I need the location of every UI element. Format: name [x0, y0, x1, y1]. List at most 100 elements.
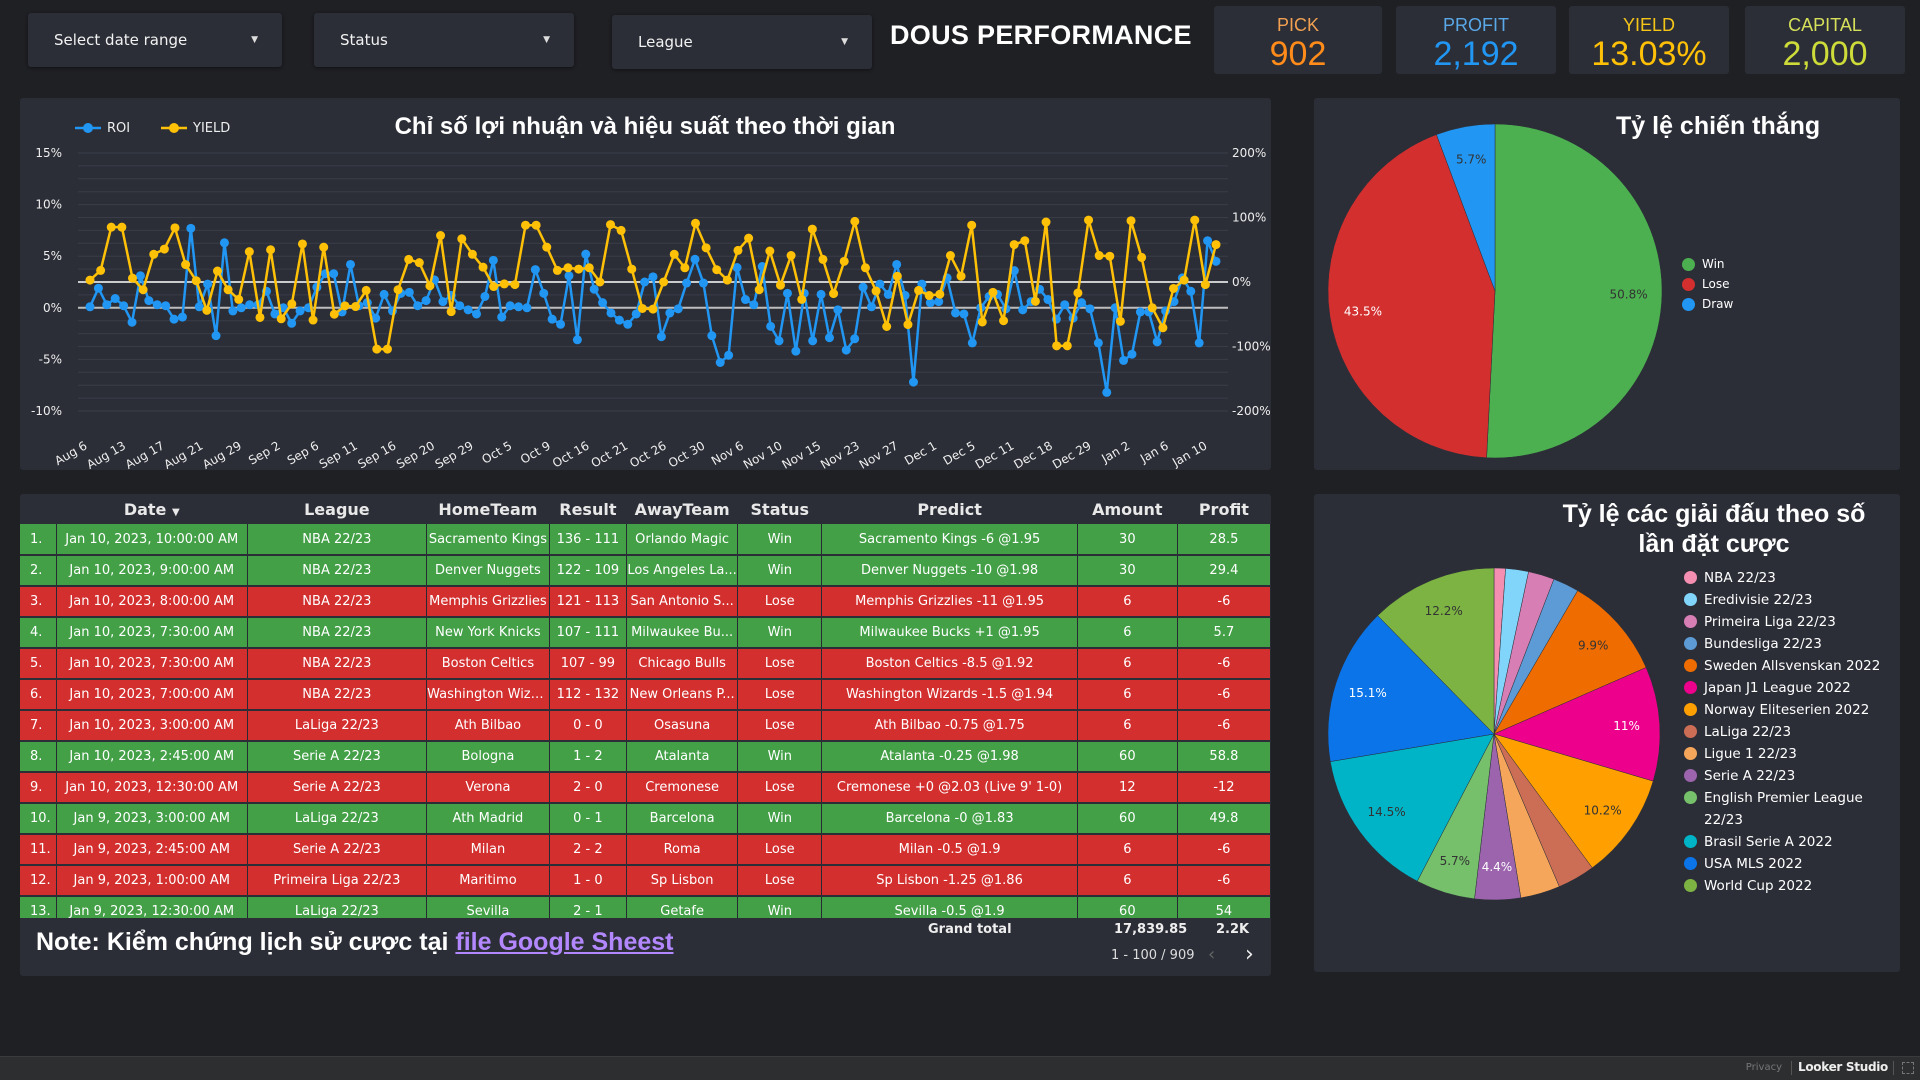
privacy-link[interactable]: Privacy: [1745, 1062, 1782, 1073]
cell-profit: -6: [1177, 648, 1271, 680]
roi-point: [186, 223, 196, 233]
dashboard-title: DOUS PERFORMANCE: [890, 20, 1192, 50]
legend-item[interactable]: Bundesliga 22/23: [1684, 633, 1894, 655]
col-header-predict[interactable]: Predict: [821, 494, 1078, 524]
legend-item[interactable]: Win: [1682, 254, 1733, 274]
yield-point: [287, 299, 297, 309]
roi-point: [1102, 387, 1112, 397]
table-row[interactable]: 2. Jan 10, 2023, 9:00:00 AM NBA 22/23 Denve…: [20, 555, 1271, 587]
yield-point: [117, 222, 127, 232]
roi-point: [934, 297, 944, 307]
legend-item[interactable]: Eredivisie 22/23: [1684, 589, 1894, 611]
left-axis-tick: 15%: [35, 146, 62, 160]
league-filter[interactable]: League ▼: [612, 15, 872, 69]
col-header-status[interactable]: Status: [737, 494, 822, 524]
table-scroll-area[interactable]: Date ▼ League HomeTeam Result AwayTeam S…: [20, 494, 1271, 918]
x-axis-tick: Aug 29: [200, 438, 244, 470]
next-page-button[interactable]: ›: [1245, 942, 1254, 967]
yield-point: [1200, 280, 1210, 290]
roi-point: [892, 259, 902, 269]
yield-point: [829, 289, 839, 299]
table-row[interactable]: 7. Jan 10, 2023, 3:00:00 AM LaLiga 22/23 At…: [20, 710, 1271, 742]
cell-profit: 49.8: [1177, 803, 1271, 835]
cell-predict: Milwaukee Bucks +1 @1.95: [821, 617, 1078, 649]
table-row[interactable]: 5. Jan 10, 2023, 7:30:00 AM NBA 22/23 Bosto…: [20, 648, 1271, 680]
legend-item[interactable]: Serie A 22/23: [1684, 765, 1894, 787]
col-header-league[interactable]: League: [247, 494, 427, 524]
table-row[interactable]: 6. Jan 10, 2023, 7:00:00 AM NBA 22/23 Washi…: [20, 679, 1271, 711]
legend-item[interactable]: USA MLS 2022: [1684, 853, 1894, 875]
pie-slice-label: 9.9%: [1578, 639, 1609, 653]
roi-point: [1194, 338, 1204, 348]
col-header-result[interactable]: Result: [549, 494, 627, 524]
x-axis-tick: Jan 10: [1169, 438, 1209, 469]
table-row[interactable]: 4. Jan 10, 2023, 7:30:00 AM NBA 22/23 New Y…: [20, 617, 1271, 649]
roi-point: [329, 269, 339, 279]
roi-point: [488, 255, 498, 265]
yield-point: [860, 263, 870, 273]
yield-point: [1147, 303, 1157, 313]
cell-away: Cremonese: [626, 772, 739, 804]
table-row[interactable]: 8. Jan 10, 2023, 2:45:00 AM Serie A 22/23 B…: [20, 741, 1271, 773]
cell-date: Jan 10, 2023, 12:30:00 AM: [56, 772, 248, 804]
yield-point: [202, 305, 212, 315]
google-sheet-link[interactable]: file Google Sheest: [455, 928, 674, 956]
cell-away: Barcelona: [626, 803, 739, 835]
table-row[interactable]: 9. Jan 10, 2023, 12:30:00 AM Serie A 22/23…: [20, 772, 1271, 804]
col-header-date[interactable]: Date ▼: [56, 494, 248, 524]
yield-point: [882, 322, 892, 332]
cell-date: Jan 9, 2023, 1:00:00 AM: [56, 865, 248, 897]
cell-predict: Cremonese +0 @2.03 (Live 9' 1-0): [821, 772, 1078, 804]
legend-item[interactable]: World Cup 2022: [1684, 875, 1894, 897]
table-row[interactable]: 13. Jan 9, 2023, 12:30:00 AM LaLiga 22/23 S…: [20, 896, 1271, 918]
yield-point: [170, 223, 180, 233]
legend-color-dot: [1684, 857, 1697, 870]
roi-point: [774, 336, 784, 346]
table-row[interactable]: 10. Jan 9, 2023, 3:00:00 AM LaLiga 22/23 At…: [20, 803, 1271, 835]
legend-item[interactable]: LaLiga 22/23: [1684, 721, 1894, 743]
cell-amount: 60: [1077, 803, 1178, 835]
legend-item[interactable]: Sweden Allsvenskan 2022: [1684, 655, 1894, 677]
x-axis-tick: Aug 21: [162, 438, 206, 470]
legend-item[interactable]: Ligue 1 22/23: [1684, 743, 1894, 765]
table-row[interactable]: 11. Jan 9, 2023, 2:45:00 AM Serie A 22/23 M…: [20, 834, 1271, 866]
yield-point: [106, 222, 116, 232]
legend-item[interactable]: NBA 22/23: [1684, 567, 1894, 589]
roi-point: [816, 289, 826, 299]
legend-item[interactable]: Draw: [1682, 294, 1733, 314]
roi-point: [908, 377, 918, 387]
date-range-filter[interactable]: Select date range ▼: [28, 13, 282, 67]
col-header-profit[interactable]: Profit: [1177, 494, 1271, 524]
legend-item[interactable]: Norway Eliteserien 2022: [1684, 699, 1894, 721]
yield-point: [223, 285, 233, 295]
fullscreen-icon[interactable]: [1902, 1062, 1914, 1074]
cell-idx: 10.: [20, 803, 57, 835]
legend-item[interactable]: Brasil Serie A 2022: [1684, 831, 1894, 853]
x-axis-tick: Sep 11: [317, 438, 360, 470]
table-row[interactable]: 1. Jan 10, 2023, 10:00:00 AM NBA 22/23 Sacr…: [20, 524, 1271, 556]
roi-point: [858, 282, 868, 292]
legend-item[interactable]: English Premier League 22/23: [1684, 787, 1894, 831]
col-header-awayteam[interactable]: AwayTeam: [626, 494, 738, 524]
roi-point: [631, 309, 641, 319]
col-header-amount[interactable]: Amount: [1077, 494, 1178, 524]
x-axis-tick: Aug 6: [52, 438, 89, 468]
table-row[interactable]: 12. Jan 9, 2023, 1:00:00 AM Primeira Liga …: [20, 865, 1271, 897]
legend-color-dot: [1682, 258, 1695, 271]
yield-point: [807, 224, 817, 234]
cell-amount: 6: [1077, 710, 1178, 742]
legend-item[interactable]: Lose: [1682, 274, 1733, 294]
col-header-hometeam[interactable]: HomeTeam: [426, 494, 550, 524]
prev-page-button[interactable]: ‹: [1208, 944, 1216, 965]
table-row[interactable]: 3. Jan 10, 2023, 8:00:00 AM NBA 22/23 Memph…: [20, 586, 1271, 618]
legend-color-dot: [1684, 615, 1697, 628]
status-filter[interactable]: Status ▼: [314, 13, 574, 67]
yield-point: [1041, 217, 1051, 227]
legend-item[interactable]: Primeira Liga 22/23: [1684, 611, 1894, 633]
roi-point: [228, 306, 238, 316]
roi-point: [522, 303, 532, 313]
cell-result: 2 - 0: [549, 772, 627, 804]
kpi-label: PICK: [1276, 15, 1319, 35]
pie-slice: [1486, 123, 1663, 459]
legend-item[interactable]: Japan J1 League 2022: [1684, 677, 1894, 699]
